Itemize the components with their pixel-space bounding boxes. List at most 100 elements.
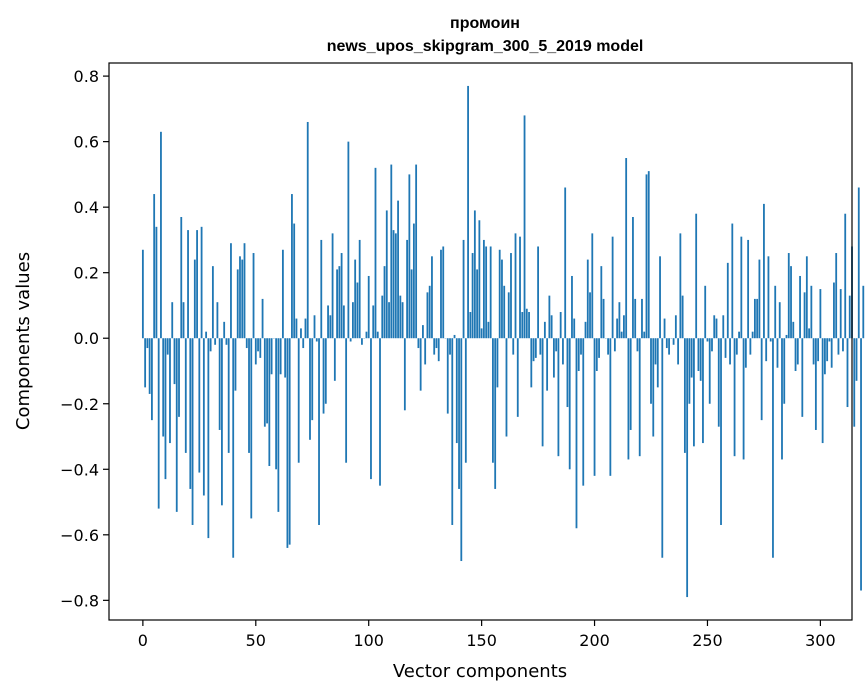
bar [679,233,682,339]
bar [234,338,237,391]
y-tick-label: −0.8 [60,591,99,610]
bar [534,338,537,358]
bar [471,253,474,339]
bar [758,259,761,339]
bar [496,338,499,388]
bar [245,338,248,349]
bar [392,230,395,339]
bar [862,285,865,339]
bar [839,289,842,339]
bar [248,338,250,453]
bar [415,164,418,339]
bar [568,338,571,470]
bar [304,318,307,339]
bar [672,338,675,345]
bar [632,216,634,339]
bar [584,321,587,339]
bar [336,269,338,339]
bar [422,325,424,339]
bar [191,338,194,525]
bar [781,338,783,460]
bar [214,338,217,345]
bar [580,338,582,355]
y-tick-label: −0.2 [60,395,99,414]
bar [492,338,494,463]
bar [833,282,835,339]
y-axis-ticks: −0.8 −0.6 −0.4 −0.2 0.0 0.2 0.4 0.6 0.8 [60,67,109,610]
bar [602,298,605,339]
bar [817,338,820,362]
bar [695,213,698,339]
bar [600,266,603,339]
bar [688,338,691,404]
bar [313,315,316,339]
bar [767,256,770,339]
bar [783,338,786,404]
bar [225,338,228,345]
bar [263,338,266,427]
bar [160,131,162,339]
bar [211,266,214,339]
bar [338,266,341,339]
bar [749,338,752,355]
bar [634,298,637,339]
bar [507,292,510,339]
y-tick-label: −0.4 [60,460,99,479]
bar [532,338,535,362]
bar [184,338,187,453]
bar [433,338,436,355]
bar [358,239,361,339]
bar [478,220,481,339]
y-tick-label: −0.6 [60,526,99,545]
bar [846,338,849,408]
bar [616,318,619,339]
bar [593,338,596,476]
bar [523,115,526,339]
bar [787,253,790,339]
x-axis-label: Vector components [393,661,567,682]
bar [566,338,569,408]
bar [354,259,357,339]
bar [837,338,840,355]
bar [697,338,700,371]
bar [751,331,754,339]
bar [823,338,826,375]
bar [713,315,716,339]
bar [196,230,198,339]
bar [351,302,354,339]
bar [257,338,259,352]
bar [446,338,449,414]
y-axis-label: Components values [13,252,34,430]
bar [340,253,343,339]
bar [803,292,806,339]
bar [636,338,639,352]
bar [379,338,381,486]
bar [498,249,501,339]
bar [178,338,180,417]
bar [171,302,174,339]
bar [776,338,779,368]
bar [546,338,549,391]
bar [440,249,442,339]
bar [627,338,630,460]
bar [426,292,429,339]
bar [665,338,668,349]
bar [376,331,379,339]
bar [699,338,702,381]
bar [394,233,397,339]
bar [643,331,646,339]
bar [668,338,670,355]
bar [467,85,469,339]
bar [620,331,623,339]
bar [552,338,555,378]
bar [704,285,707,339]
bar [790,266,792,339]
bar [512,338,515,355]
bar [661,338,664,558]
bar [613,338,616,352]
bar [284,338,287,378]
bar [309,338,311,440]
bar [756,298,759,339]
bar [519,236,521,339]
bar [449,338,451,355]
